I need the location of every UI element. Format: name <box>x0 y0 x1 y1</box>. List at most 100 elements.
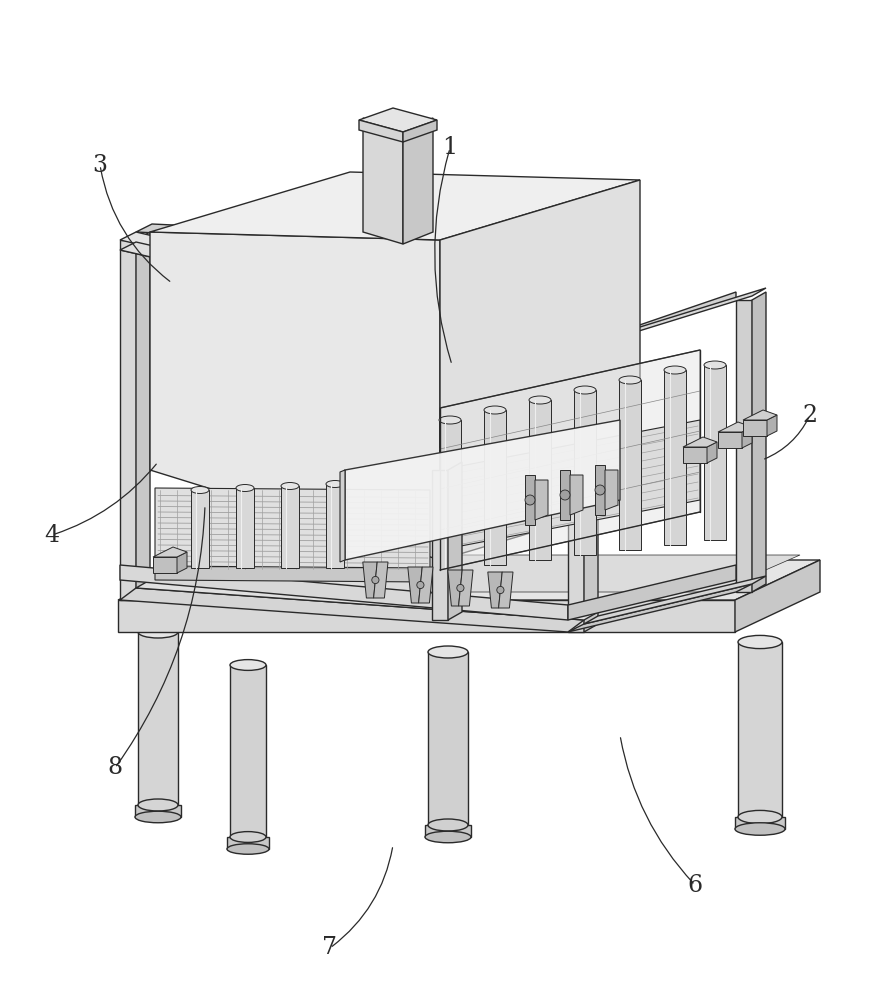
Polygon shape <box>136 232 150 600</box>
Polygon shape <box>340 470 345 562</box>
Polygon shape <box>440 180 640 560</box>
Ellipse shape <box>484 406 506 414</box>
Polygon shape <box>177 552 187 573</box>
Ellipse shape <box>326 481 344 488</box>
Ellipse shape <box>417 581 424 589</box>
Polygon shape <box>120 565 568 620</box>
Polygon shape <box>230 665 266 837</box>
Ellipse shape <box>138 626 178 638</box>
Polygon shape <box>738 642 782 817</box>
Polygon shape <box>560 470 570 520</box>
Polygon shape <box>735 817 785 829</box>
Polygon shape <box>535 480 548 520</box>
Polygon shape <box>448 462 462 620</box>
Polygon shape <box>120 250 584 352</box>
Ellipse shape <box>525 495 535 505</box>
Polygon shape <box>767 415 777 436</box>
Polygon shape <box>743 420 767 436</box>
Polygon shape <box>448 570 462 606</box>
Ellipse shape <box>439 416 461 424</box>
Ellipse shape <box>595 485 605 495</box>
Polygon shape <box>570 475 583 515</box>
Polygon shape <box>150 172 640 240</box>
Polygon shape <box>458 570 473 606</box>
Polygon shape <box>305 240 321 580</box>
Ellipse shape <box>425 831 471 843</box>
Polygon shape <box>281 486 299 568</box>
Polygon shape <box>488 572 502 608</box>
Polygon shape <box>568 340 584 632</box>
Ellipse shape <box>138 799 178 811</box>
Ellipse shape <box>230 660 266 670</box>
Ellipse shape <box>428 819 468 831</box>
Ellipse shape <box>236 485 254 491</box>
Polygon shape <box>718 432 742 448</box>
Polygon shape <box>584 576 766 624</box>
Text: 2: 2 <box>803 403 818 426</box>
Polygon shape <box>440 350 700 570</box>
Polygon shape <box>140 555 800 592</box>
Polygon shape <box>403 118 433 244</box>
Ellipse shape <box>735 823 785 835</box>
Polygon shape <box>525 475 535 525</box>
Polygon shape <box>683 447 707 463</box>
Ellipse shape <box>529 396 551 404</box>
Polygon shape <box>374 562 388 598</box>
Polygon shape <box>359 120 403 142</box>
Polygon shape <box>418 567 433 603</box>
Polygon shape <box>136 224 321 240</box>
Text: 6: 6 <box>687 874 702 896</box>
Polygon shape <box>568 565 736 620</box>
Ellipse shape <box>281 483 299 489</box>
Ellipse shape <box>664 366 686 374</box>
Ellipse shape <box>738 810 782 824</box>
Ellipse shape <box>704 361 726 369</box>
Polygon shape <box>736 300 752 592</box>
Polygon shape <box>664 370 686 545</box>
Polygon shape <box>403 120 437 142</box>
Polygon shape <box>752 292 766 592</box>
Polygon shape <box>605 470 618 510</box>
Text: 3: 3 <box>93 153 108 176</box>
Polygon shape <box>529 400 551 560</box>
Ellipse shape <box>227 844 269 854</box>
Polygon shape <box>363 562 377 598</box>
Polygon shape <box>363 118 403 244</box>
Polygon shape <box>136 580 598 620</box>
Text: 7: 7 <box>322 936 337 960</box>
Polygon shape <box>683 437 717 447</box>
Text: 1: 1 <box>442 136 457 159</box>
Polygon shape <box>150 232 440 560</box>
Polygon shape <box>584 332 598 632</box>
Polygon shape <box>138 632 178 805</box>
Text: 4: 4 <box>44 524 60 546</box>
Polygon shape <box>359 108 437 132</box>
Ellipse shape <box>428 646 468 658</box>
Polygon shape <box>718 422 752 432</box>
Polygon shape <box>428 652 468 825</box>
Polygon shape <box>408 567 422 603</box>
Polygon shape <box>120 242 584 352</box>
Ellipse shape <box>230 832 266 842</box>
Polygon shape <box>227 837 269 849</box>
Polygon shape <box>120 232 598 348</box>
Polygon shape <box>619 380 641 550</box>
Polygon shape <box>707 442 717 463</box>
Ellipse shape <box>619 376 641 384</box>
Polygon shape <box>191 490 209 568</box>
Polygon shape <box>153 557 177 573</box>
Polygon shape <box>155 488 430 570</box>
Text: 8: 8 <box>108 756 123 780</box>
Polygon shape <box>120 240 136 600</box>
Polygon shape <box>704 365 726 540</box>
Polygon shape <box>498 572 513 608</box>
Ellipse shape <box>560 490 570 500</box>
Polygon shape <box>135 805 181 817</box>
Ellipse shape <box>372 576 379 584</box>
Polygon shape <box>118 560 820 600</box>
Polygon shape <box>743 410 777 420</box>
Polygon shape <box>574 390 596 555</box>
Polygon shape <box>153 547 187 557</box>
Polygon shape <box>735 560 820 632</box>
Ellipse shape <box>497 586 504 594</box>
